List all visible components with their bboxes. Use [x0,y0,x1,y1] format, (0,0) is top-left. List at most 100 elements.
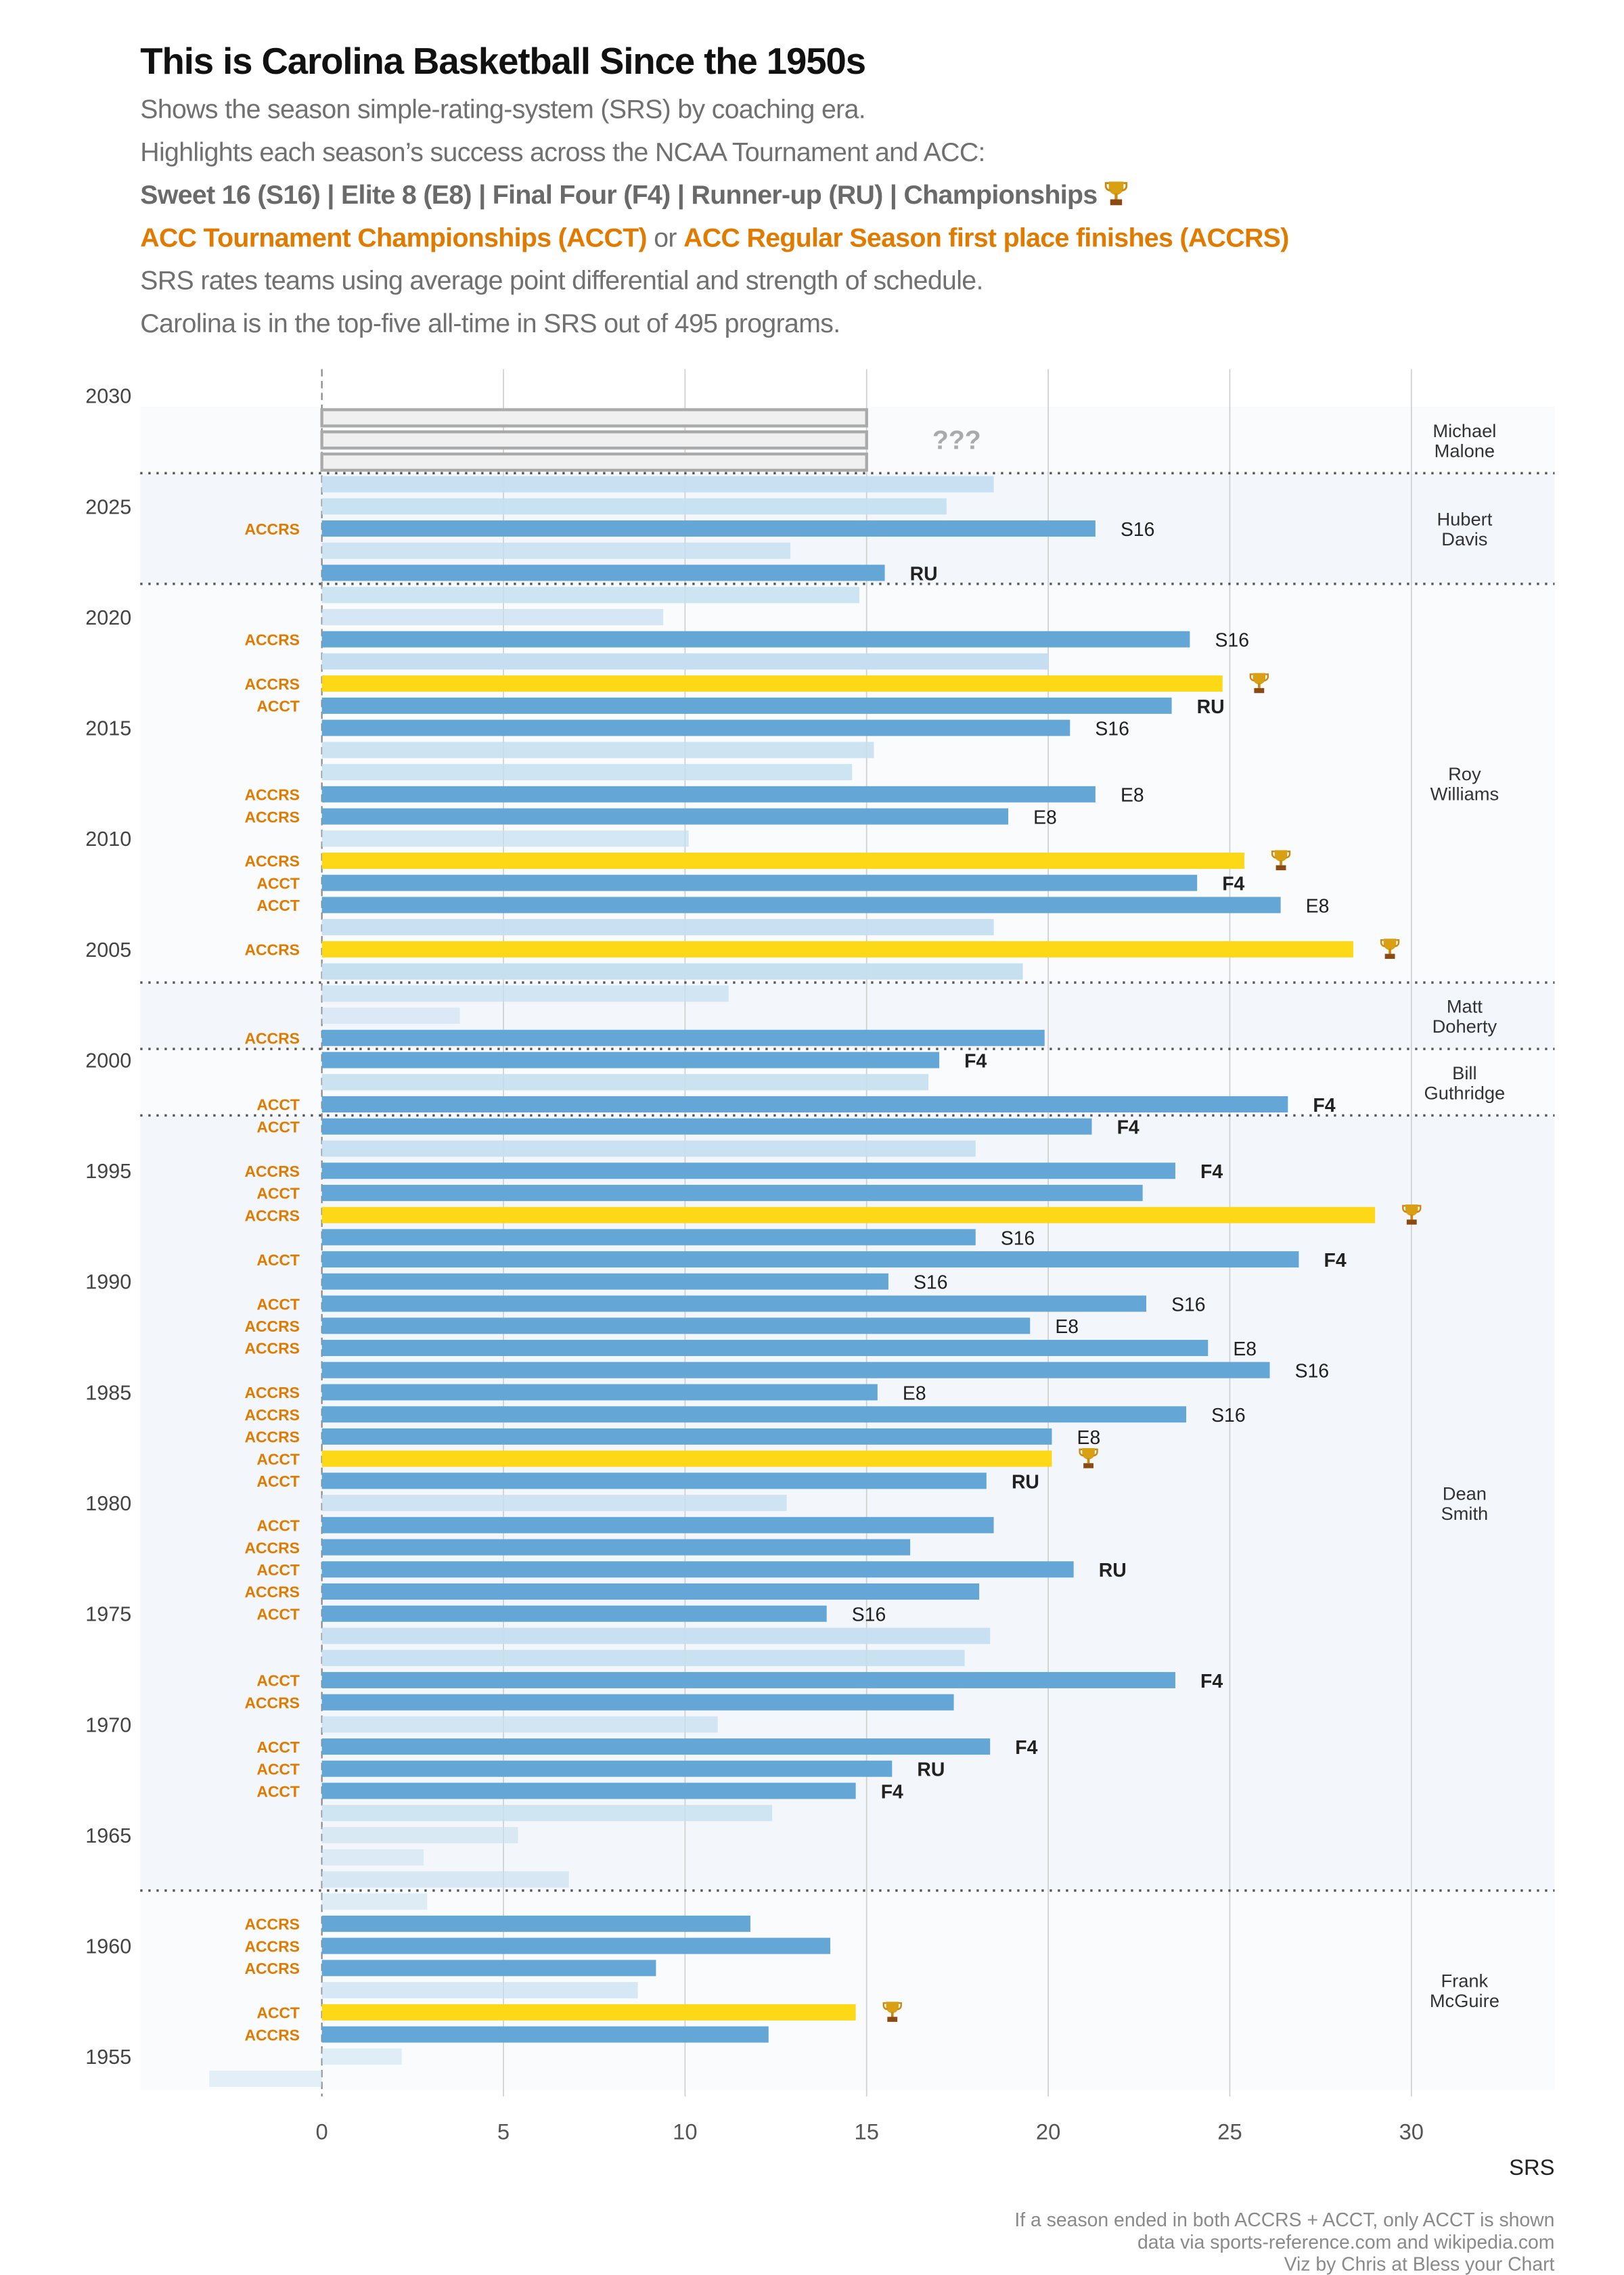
season-bar [321,1561,1074,1578]
trophy-icon [1079,1448,1098,1468]
season-bar [321,587,859,604]
acc-label: ACCT [256,897,300,914]
trophy-cup [1274,850,1288,862]
acc-label: ACCRS [245,1539,300,1556]
ncaa-label: E8 [1077,1427,1101,1449]
season-bar [209,2070,322,2087]
trophy-handles [882,2002,902,2010]
placeholder-bar [320,452,868,472]
acc-label: ACCRS [245,1340,300,1357]
acc-label: ACCRS [245,1937,300,1955]
acc-label: ACCT [256,1605,300,1623]
season-bar [321,1273,888,1290]
season-bar [321,1605,827,1622]
acc-label: ACCT [256,1251,300,1269]
trophy-base [1254,688,1265,694]
footer-note: If a season ended in both ACCRS + ACCT, … [1014,2208,1555,2231]
season-bar [321,1738,991,1755]
ncaa-label: S16 [914,1272,947,1294]
ncaa-label: RU [1012,1471,1039,1493]
acc-label: ACCT [256,698,300,715]
coach-label-line: Frank [1441,1970,1489,1991]
ncaa-label: E8 [1033,807,1057,828]
subtitle-line-5: SRS rates teams using average point diff… [140,265,983,296]
trophy-stem [890,2012,894,2017]
ncaa-label: F4 [1324,1250,1347,1271]
trophy-stem [1257,683,1261,688]
acc-label: ACCT [256,1782,300,1800]
trophy-stem [1389,949,1391,954]
acc-label: ACCT [256,1295,300,1313]
acc-label: ACCRS [245,1916,300,1933]
subtitle-line-2: Highlights each season’s success across … [140,137,985,167]
acc-label: ACCRS [245,631,300,648]
season-bar [321,1937,831,1954]
trophy-handles [1402,1204,1422,1213]
footer-source: data via sports-reference.com and wikipe… [1137,2230,1555,2253]
season-bar [321,919,994,936]
trophy-base [1384,953,1395,959]
trophy-handles [1079,1448,1098,1457]
season-bar [321,1052,940,1068]
season-bar [321,1583,980,1600]
ncaa-label: E8 [1233,1338,1257,1360]
season-bar [321,1495,787,1512]
ncaa-label: S16 [1001,1227,1035,1249]
acc-label: ACCRS [245,941,300,959]
ncaa-label: RU [1197,696,1225,718]
coach-label-line: McGuire [1430,1990,1499,2011]
coach-label-line: Michael [1433,420,1496,441]
x-axis-label: SRS [1509,2155,1554,2180]
ncaa-label: S16 [1095,719,1129,740]
srs-bar-chart: 0 5 10 15 20 25 302030202520202015201020052000… [85,369,1555,2180]
ncaa-label: E8 [1306,895,1330,917]
season-bar [321,1960,656,1977]
season-bar [321,963,1023,980]
season-bar [321,1627,991,1644]
subtitle-line-6: Carolina is in the top-five all-time in … [140,308,840,338]
season-bar [321,1826,518,1843]
acc-label: ACCRS [245,853,300,870]
subtitle-line-1: Shows the season simple-rating-system (S… [140,94,866,125]
season-bar [321,1074,928,1091]
trophy-cup [1253,673,1266,685]
season-bar [321,2026,769,2043]
y-tick-label: 1965 [85,1824,131,1847]
acc-label: ACCRS [245,1163,300,1180]
season-bar [321,1163,1175,1179]
acc-label: ACCT [256,1672,300,1690]
season-bar [321,1229,976,1246]
legend-or: or [646,223,684,253]
ncaa-label: S16 [1171,1294,1205,1315]
trophy-icon [882,2002,902,2022]
acc-label: ACCT [256,2004,300,2022]
coach-label: Michael Malone [1433,420,1496,461]
ncaa-label: S16 [852,1604,886,1626]
footer-credit: Viz by Chris at Bless your Chart [1284,2253,1555,2275]
acc-label: ACCT [256,1450,300,1468]
ncaa-label: F4 [1200,1161,1223,1183]
ncaa-label: F4 [1015,1737,1037,1759]
season-bar [321,675,1223,692]
season-bar [321,1450,1052,1467]
trophy-cup [886,2002,899,2013]
ncaa-label: F4 [881,1781,903,1803]
ncaa-label: S16 [1295,1361,1329,1382]
season-bar [321,1361,1270,1378]
season-bar [321,1982,638,1999]
coach-label: Roy Williams [1430,763,1499,804]
season-bar [321,1849,424,1866]
season-bar [321,1671,1175,1688]
y-tick-label: 2030 [85,385,131,408]
acc-label: ACCRS [245,1317,300,1335]
trophy-icon [1271,850,1291,871]
y-tick-label: 2025 [85,495,131,518]
season-bar [321,1118,1092,1135]
trophy-base [1083,1463,1093,1468]
coach-label-line: Roy [1448,763,1481,784]
acc-label: ACCRS [245,1694,300,1711]
acc-label: ACCRS [245,1406,300,1424]
y-tick-label: 1985 [85,1381,131,1404]
ncaa-label: S16 [1121,519,1154,541]
